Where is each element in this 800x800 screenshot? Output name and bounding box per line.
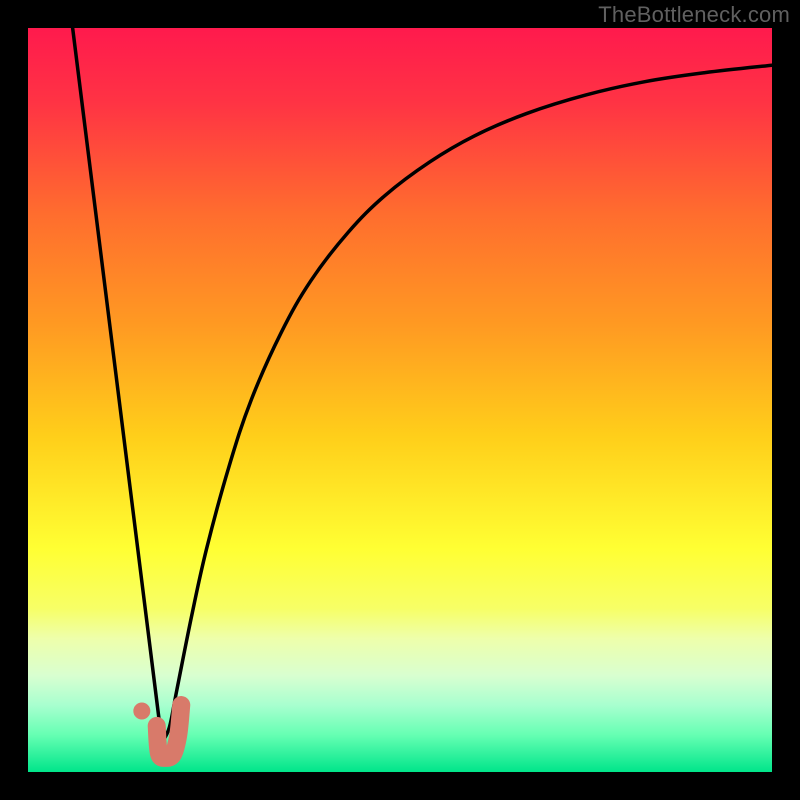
chart-root: TheBottleneck.com	[0, 0, 800, 800]
watermark-text: TheBottleneck.com	[598, 2, 790, 28]
sweet-spot-dot	[134, 703, 150, 719]
bottleneck-chart-svg	[0, 0, 800, 800]
gradient-plot-area	[28, 28, 772, 772]
